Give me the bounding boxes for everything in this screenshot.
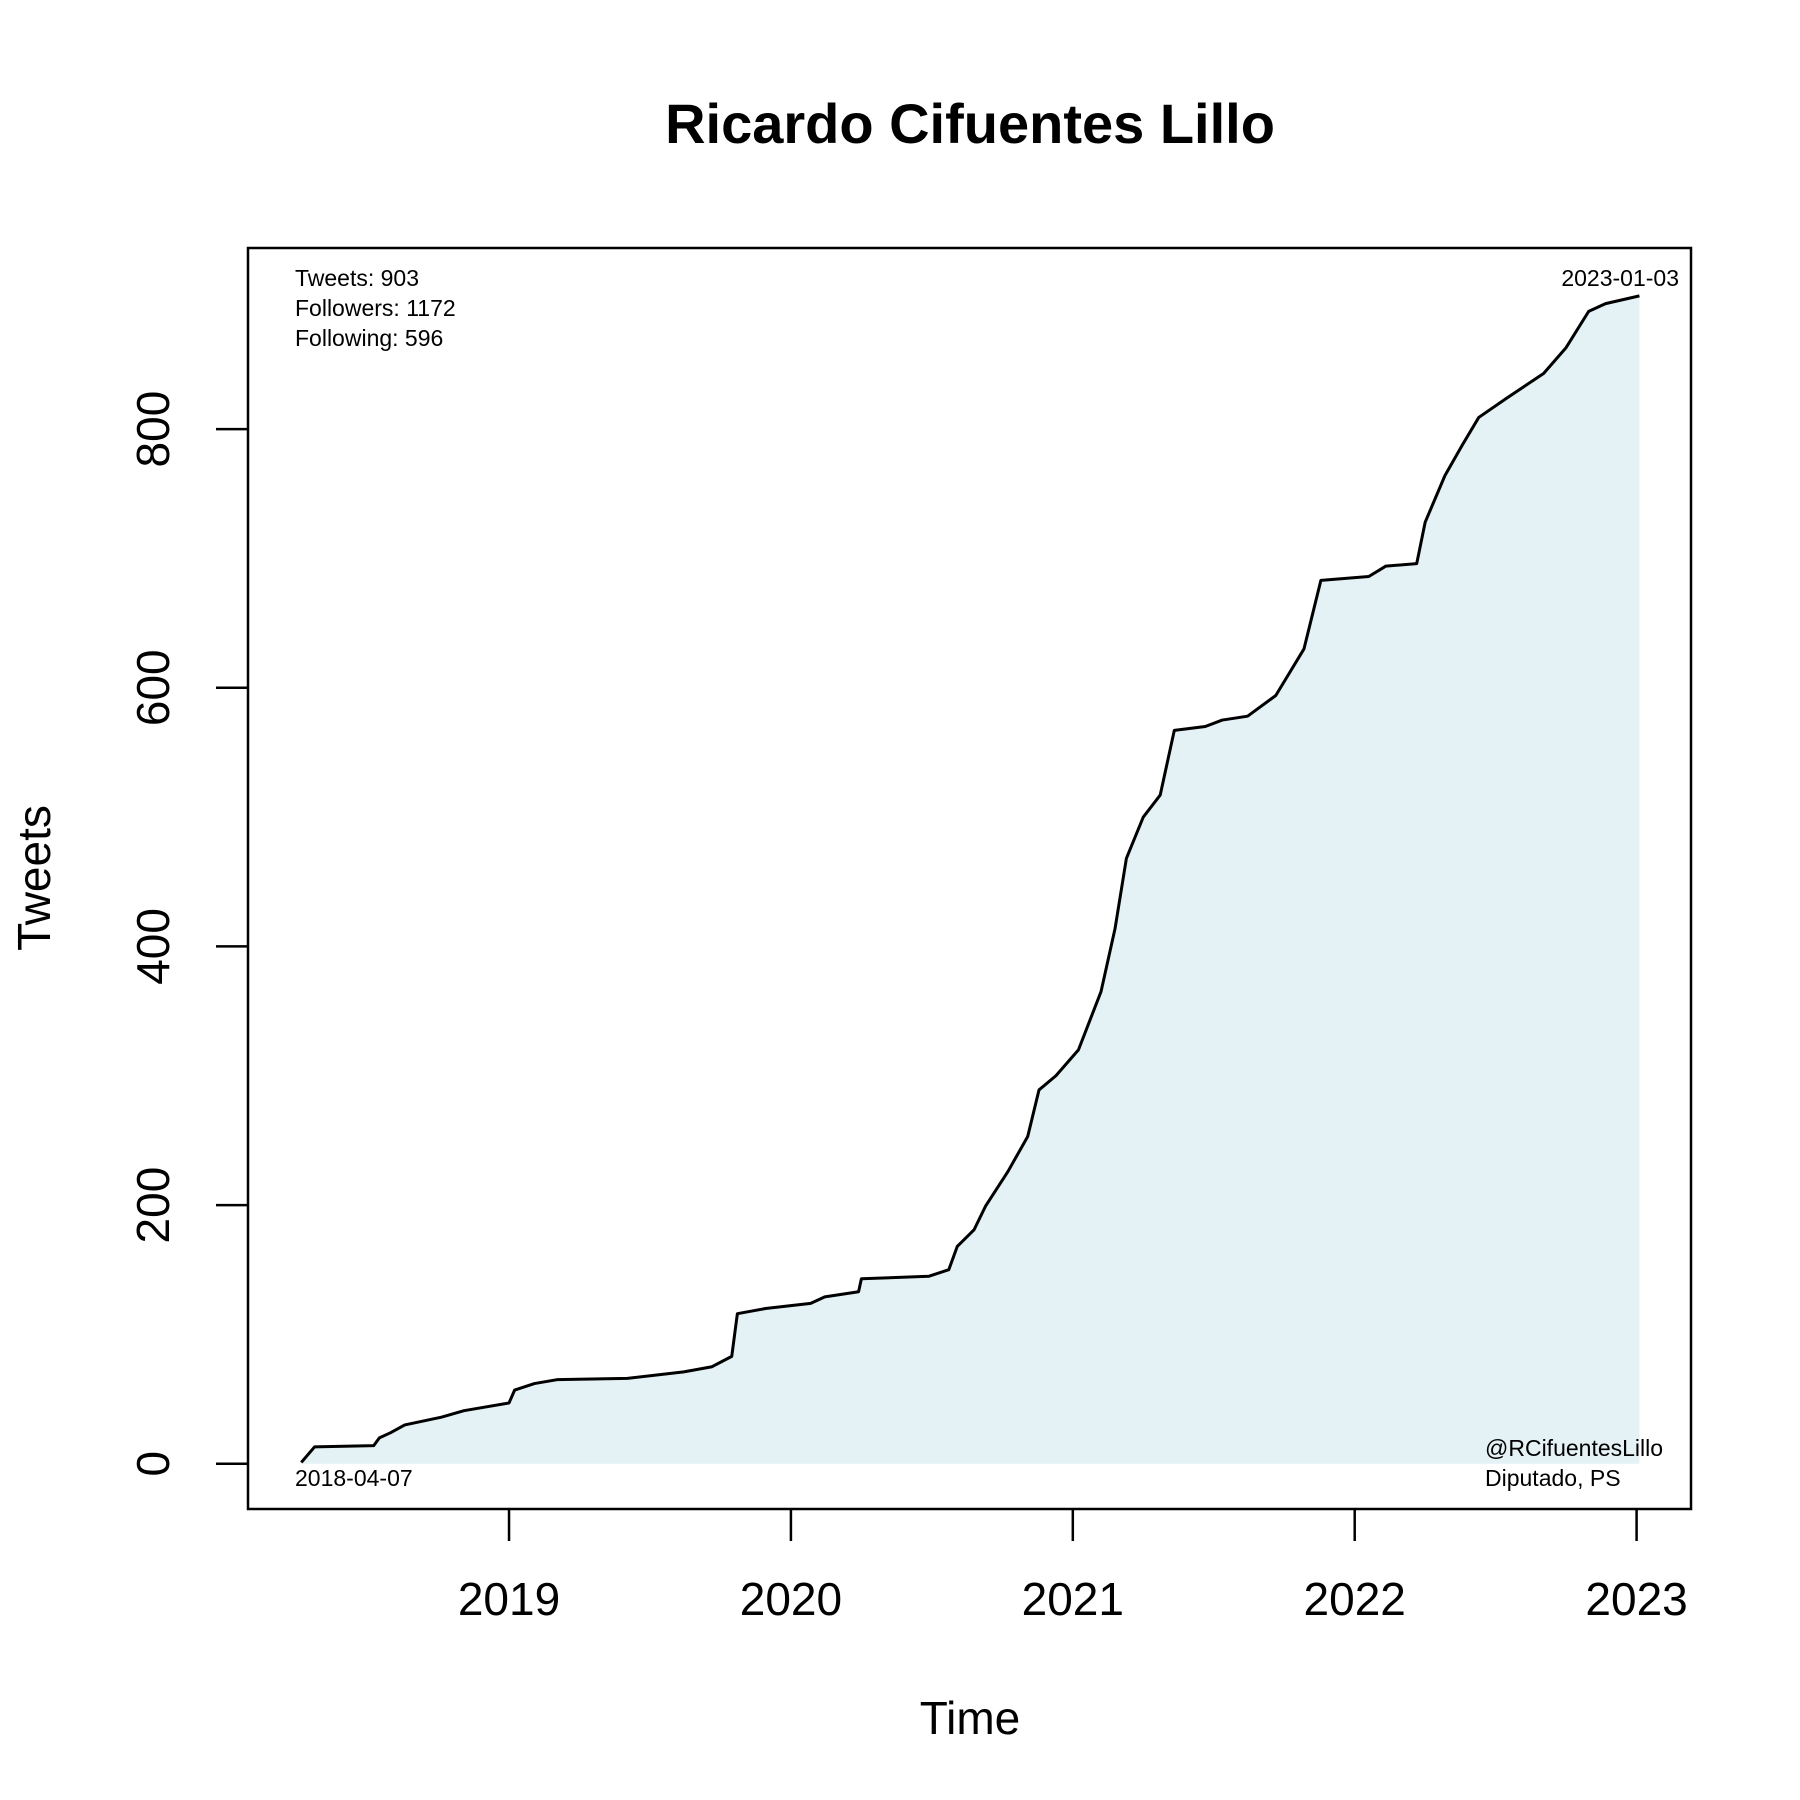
x-tick-label: 2023	[1585, 1573, 1687, 1625]
y-tick-label: 200	[127, 1167, 179, 1244]
annotation: Following: 596	[295, 325, 443, 351]
y-tick-label: 600	[127, 649, 179, 726]
annotation: 2023-01-03	[1561, 265, 1679, 291]
annotation: Followers: 1172	[295, 295, 456, 321]
x-tick-label: 2022	[1304, 1573, 1406, 1625]
annotation: @RCifuentesLillo	[1485, 1435, 1663, 1461]
y-axis-label: Tweets	[8, 805, 60, 951]
x-tick-label: 2019	[458, 1573, 560, 1625]
annotation: 2018-04-07	[295, 1465, 413, 1491]
y-tick-label: 0	[127, 1451, 179, 1477]
y-tick-label: 800	[127, 391, 179, 468]
line	[300, 294, 1640, 1464]
area	[301, 295, 1640, 1464]
y-tick-label: 400	[127, 908, 179, 985]
x-axis-label: Time	[920, 1692, 1021, 1744]
chart-title: Ricardo Cifuentes Lillo	[665, 92, 1275, 155]
x-tick-label: 2021	[1022, 1573, 1124, 1625]
annotation: Diputado, PS	[1485, 1465, 1621, 1491]
annotation: Tweets: 903	[295, 265, 419, 291]
x-tick-label: 2020	[740, 1573, 842, 1625]
plot-frame	[246, 246, 1693, 1511]
